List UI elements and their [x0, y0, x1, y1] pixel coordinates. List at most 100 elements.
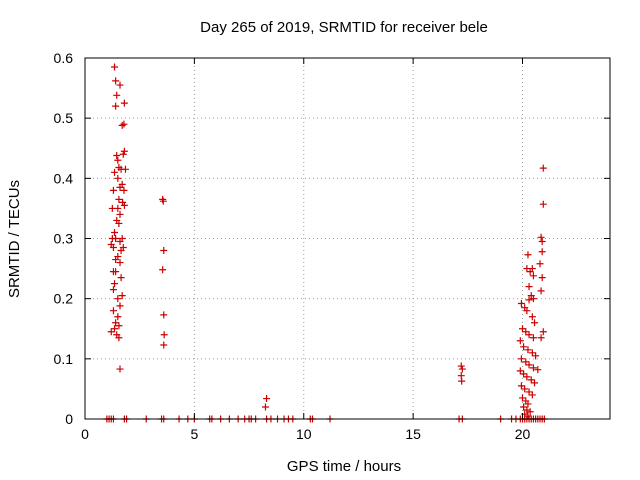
data-point	[521, 385, 529, 393]
data-point	[263, 395, 271, 403]
data-point	[536, 260, 544, 268]
data-point	[528, 391, 536, 399]
data-point	[538, 238, 546, 246]
data-point	[115, 322, 123, 330]
data-point	[112, 256, 120, 264]
data-point	[109, 244, 117, 252]
data-point	[528, 313, 536, 321]
x-tick-label: 10	[296, 426, 312, 442]
data-point	[523, 373, 531, 381]
y-tick-label: 0.1	[54, 351, 74, 367]
data-point	[458, 377, 466, 385]
data-point	[529, 364, 537, 372]
data-point	[112, 268, 120, 276]
data-point	[116, 365, 124, 373]
data-point	[120, 147, 128, 155]
x-axis-label: GPS time / hours	[287, 458, 401, 475]
data-point	[109, 186, 117, 194]
data-point	[538, 274, 546, 282]
data-point	[113, 91, 121, 99]
x-tick-label: 0	[81, 426, 89, 442]
data-point	[159, 266, 167, 274]
data-point	[160, 311, 168, 319]
data-point	[120, 120, 128, 128]
data-point	[119, 244, 127, 252]
data-point	[519, 325, 526, 333]
data-point	[111, 168, 119, 176]
data-point	[516, 367, 524, 375]
data-point	[160, 331, 168, 339]
data-point	[114, 295, 122, 303]
data-point	[114, 174, 122, 182]
x-tick-label: 20	[515, 426, 531, 442]
data-point	[524, 346, 532, 354]
data-point	[522, 328, 530, 336]
data-point	[537, 334, 545, 342]
data-point	[524, 251, 532, 259]
data-points	[103, 63, 548, 423]
data-point	[525, 283, 533, 291]
y-tick-label: 0.4	[54, 170, 74, 186]
data-point	[531, 379, 539, 387]
data-point	[118, 292, 126, 300]
data-point	[520, 343, 528, 351]
data-point	[109, 307, 117, 315]
data-point	[121, 165, 129, 173]
data-point	[539, 200, 547, 208]
y-tick-label: 0.5	[54, 110, 74, 126]
data-point	[112, 77, 120, 85]
data-point	[111, 325, 119, 333]
data-point	[116, 259, 124, 267]
data-point	[120, 201, 128, 209]
y-tick-label: 0	[65, 411, 73, 427]
data-point	[111, 228, 119, 236]
data-point	[120, 186, 128, 194]
y-axis-label: SRMTID / TECUs	[6, 180, 23, 298]
data-point	[517, 355, 525, 363]
data-point	[114, 313, 122, 321]
data-point	[116, 238, 124, 246]
data-point	[116, 183, 124, 191]
x-tick-label: 15	[405, 426, 421, 442]
data-point	[111, 63, 119, 71]
data-point	[457, 362, 465, 370]
data-point	[114, 156, 122, 164]
data-point	[525, 388, 533, 396]
data-point	[524, 412, 532, 420]
data-point	[529, 334, 537, 342]
data-point	[537, 287, 545, 295]
data-point	[517, 382, 525, 390]
data-point	[527, 376, 535, 384]
data-point	[525, 361, 533, 369]
data-point	[539, 328, 547, 336]
data-point	[529, 272, 537, 280]
data-point	[539, 164, 547, 172]
data-point	[108, 204, 116, 212]
data-point	[525, 331, 533, 339]
data-point	[531, 319, 539, 327]
data-point	[528, 265, 536, 273]
data-point	[522, 358, 530, 366]
chart-title: Day 265 of 2019, SRMTID for receiver bel…	[200, 19, 488, 36]
data-point	[458, 365, 466, 373]
data-point	[537, 233, 545, 241]
data-point	[115, 334, 123, 342]
data-point	[526, 408, 534, 416]
data-point	[115, 219, 123, 227]
data-point	[517, 299, 525, 307]
data-point	[520, 403, 528, 411]
data-point	[120, 99, 128, 107]
data-point	[160, 341, 168, 349]
data-point	[159, 195, 167, 203]
data-point	[524, 400, 532, 408]
y-tick-label: 0.3	[54, 231, 74, 247]
data-point	[116, 302, 124, 310]
data-point	[516, 337, 524, 345]
data-point	[159, 197, 167, 205]
data-point	[119, 150, 127, 158]
data-point	[525, 296, 533, 304]
data-point	[519, 394, 526, 402]
data-point	[112, 319, 120, 327]
data-point	[538, 248, 546, 256]
